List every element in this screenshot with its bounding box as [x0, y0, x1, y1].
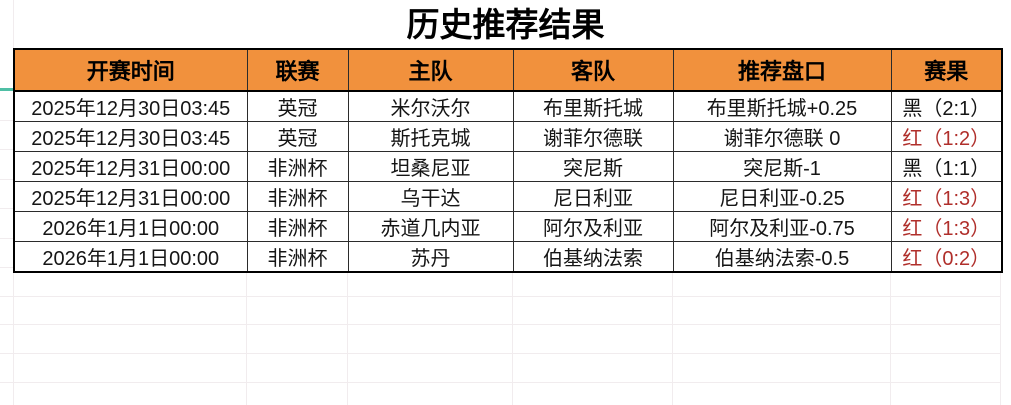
- cell-handicap[interactable]: 谢菲尔德联 0: [672, 121, 892, 152]
- header-handicap[interactable]: 推荐盘口: [672, 48, 892, 92]
- table-row: 2026年1月1日00:00 非洲杯 苏丹 伯基纳法索 伯基纳法索-0.5 红（0:2）: [13, 241, 1003, 273]
- cell-home-team[interactable]: 赤道几内亚: [347, 211, 514, 242]
- cell-league[interactable]: 非洲杯: [246, 241, 349, 273]
- selection-indicator: [0, 88, 13, 91]
- cell-result[interactable]: 黑（1:1）: [890, 151, 1003, 182]
- cell-home-team[interactable]: 苏丹: [347, 241, 514, 273]
- cell-result[interactable]: 红（0:2）: [890, 241, 1003, 273]
- cell-away-team[interactable]: 伯基纳法索: [512, 241, 674, 273]
- cell-away-team[interactable]: 阿尔及利亚: [512, 211, 674, 242]
- results-table: 开赛时间 联赛 主队 客队 推荐盘口 赛果 2025年12月30日03:45 英冠…: [13, 48, 1003, 273]
- cell-away-team[interactable]: 布里斯托城: [512, 90, 674, 122]
- cell-home-team[interactable]: 坦桑尼亚: [347, 151, 514, 182]
- results-table-wrap: 开赛时间 联赛 主队 客队 推荐盘口 赛果 2025年12月30日03:45 英冠…: [13, 48, 1003, 273]
- cell-home-team[interactable]: 米尔沃尔: [347, 90, 514, 122]
- table-row: 2025年12月30日03:45 英冠 斯托克城 谢菲尔德联 谢菲尔德联 0 红（1:2）: [13, 121, 1003, 152]
- cell-start-time[interactable]: 2025年12月30日03:45: [13, 121, 248, 152]
- gridline: [0, 353, 1000, 354]
- cell-result[interactable]: 红（1:3）: [890, 211, 1003, 242]
- sheet-title[interactable]: 历史推荐结果: [406, 6, 605, 43]
- results-tbody: 2025年12月30日03:45 英冠 米尔沃尔 布里斯托城 布里斯托城+0.25 黑（2…: [13, 90, 1003, 273]
- cell-start-time[interactable]: 2025年12月31日00:00: [13, 181, 248, 212]
- cell-result[interactable]: 红（1:2）: [890, 121, 1003, 152]
- header-row: 开赛时间 联赛 主队 客队 推荐盘口 赛果: [13, 48, 1003, 92]
- cell-away-team[interactable]: 突尼斯: [512, 151, 674, 182]
- cell-league[interactable]: 英冠: [246, 90, 349, 122]
- cell-league[interactable]: 英冠: [246, 121, 349, 152]
- cell-league[interactable]: 非洲杯: [246, 151, 349, 182]
- cell-home-team[interactable]: 乌干达: [347, 181, 514, 212]
- header-away-team[interactable]: 客队: [512, 48, 674, 92]
- header-start-time[interactable]: 开赛时间: [13, 48, 248, 92]
- cell-handicap[interactable]: 布里斯托城+0.25: [672, 90, 892, 122]
- cell-handicap[interactable]: 尼日利亚-0.25: [672, 181, 892, 212]
- cell-handicap[interactable]: 突尼斯-1: [672, 151, 892, 182]
- cell-start-time[interactable]: 2026年1月1日00:00: [13, 241, 248, 273]
- cell-start-time[interactable]: 2026年1月1日00:00: [13, 211, 248, 242]
- cell-league[interactable]: 非洲杯: [246, 181, 349, 212]
- gridline: [0, 324, 1000, 325]
- cell-result[interactable]: 黑（2:1）: [890, 90, 1003, 122]
- cell-result[interactable]: 红（1:3）: [890, 181, 1003, 212]
- header-league[interactable]: 联赛: [246, 48, 349, 92]
- gridline: [0, 381, 1000, 383]
- table-row: 2025年12月31日00:00 非洲杯 坦桑尼亚 突尼斯 突尼斯-1 黑（1:1）: [13, 151, 1003, 182]
- gridline: [0, 295, 1000, 297]
- cell-league[interactable]: 非洲杯: [246, 211, 349, 242]
- cell-home-team[interactable]: 斯托克城: [347, 121, 514, 152]
- cell-start-time[interactable]: 2025年12月31日00:00: [13, 151, 248, 182]
- header-result[interactable]: 赛果: [890, 48, 1003, 92]
- header-home-team[interactable]: 主队: [347, 48, 514, 92]
- cell-handicap[interactable]: 阿尔及利亚-0.75: [672, 211, 892, 242]
- cell-start-time[interactable]: 2025年12月30日03:45: [13, 90, 248, 122]
- table-row: 2025年12月31日00:00 非洲杯 乌干达 尼日利亚 尼日利亚-0.25 红（1:3…: [13, 181, 1003, 212]
- cell-away-team[interactable]: 谢菲尔德联: [512, 121, 674, 152]
- table-row: 2025年12月30日03:45 英冠 米尔沃尔 布里斯托城 布里斯托城+0.25 黑（2…: [13, 90, 1003, 122]
- cell-handicap[interactable]: 伯基纳法索-0.5: [672, 241, 892, 273]
- table-row: 2026年1月1日00:00 非洲杯 赤道几内亚 阿尔及利亚 阿尔及利亚-0.75 红（1…: [13, 211, 1003, 242]
- cell-away-team[interactable]: 尼日利亚: [512, 181, 674, 212]
